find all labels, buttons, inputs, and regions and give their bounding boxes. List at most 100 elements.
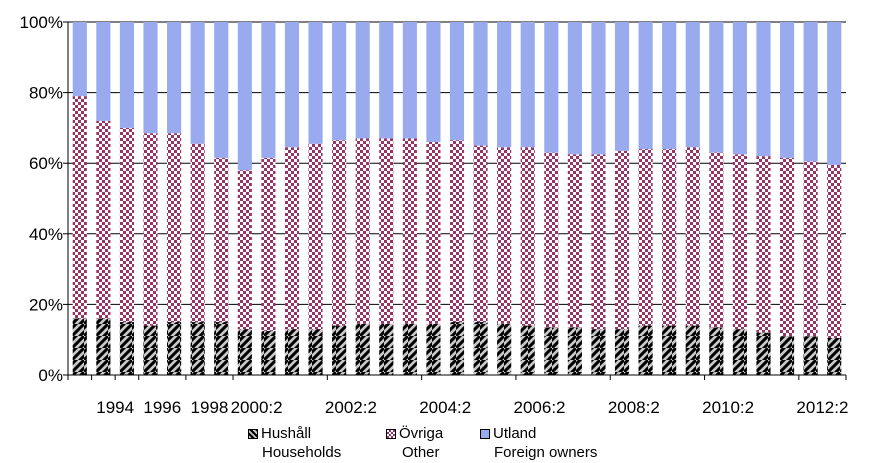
bar-households [662, 326, 676, 375]
bar-households [261, 331, 275, 375]
bar-other [639, 149, 653, 326]
bar-other [308, 144, 322, 329]
bar-households [308, 329, 322, 375]
bar-households [403, 324, 417, 375]
bar-other [450, 140, 464, 322]
bar-households [379, 324, 393, 375]
bar-other [686, 147, 700, 325]
y-tick-labels: 0%20%40%60%80%100% [20, 13, 63, 385]
bar-other [426, 142, 440, 324]
bar-other [214, 158, 228, 322]
bar-households [780, 336, 794, 375]
bar-foreign [426, 22, 440, 142]
bar-households [167, 322, 181, 375]
bar-households [450, 322, 464, 375]
bar-other [827, 165, 841, 338]
bar-foreign [827, 22, 841, 165]
bar-households [686, 326, 700, 375]
bar-foreign [238, 22, 252, 170]
bar-households [120, 322, 134, 375]
bar-other [356, 138, 370, 323]
legend-sublabel-households: Households [248, 443, 341, 462]
bar-other [591, 154, 605, 329]
bar-other [167, 133, 181, 322]
bar-other [804, 161, 818, 336]
bar-other [73, 96, 87, 318]
bar-households [474, 322, 488, 375]
x-tick-label: 2002:2 [325, 398, 377, 417]
x-tick-label: 2000:2 [231, 398, 283, 417]
legend-swatch-households [248, 429, 258, 439]
bar-foreign [521, 22, 535, 147]
bar-households [544, 327, 558, 375]
bar-households [285, 329, 299, 375]
bar-households [214, 322, 228, 375]
bar-households [709, 327, 723, 375]
x-tick-label: 1994 [96, 398, 134, 417]
bar-other [191, 144, 205, 322]
bar-foreign [804, 22, 818, 161]
legend-swatch-other [386, 429, 396, 439]
bar-households [238, 329, 252, 375]
bar-foreign [497, 22, 511, 147]
bar-foreign [756, 22, 770, 156]
bar-foreign [568, 22, 582, 154]
bar-households [96, 319, 110, 375]
bar-other [497, 147, 511, 324]
bar-foreign [639, 22, 653, 149]
bar-foreign [356, 22, 370, 138]
bar-foreign [261, 22, 275, 158]
bar-foreign [332, 22, 346, 140]
legend-item-other: Övriga Other [386, 424, 443, 462]
x-tick-label: 1996 [143, 398, 181, 417]
bar-foreign [214, 22, 228, 158]
bar-households [568, 327, 582, 375]
bar-households [756, 333, 770, 375]
bar-foreign [308, 22, 322, 144]
bar-other [96, 121, 110, 319]
y-tick-label: 60% [29, 154, 63, 173]
bar-households [426, 324, 440, 375]
legend-sublabel-other: Other [386, 443, 443, 462]
y-tick-label: 40% [29, 225, 63, 244]
y-tick-label: 20% [29, 295, 63, 314]
y-tick-label: 80% [29, 84, 63, 103]
stacked-bar-chart: 0% 20% 40% 60% 80% 100% 1994 1996 1998 2000:2 200… [0, 0, 870, 420]
bar-foreign [403, 22, 417, 138]
legend-label-other: Övriga [399, 424, 443, 443]
bar-other [143, 133, 157, 325]
legend: Hushåll Households Övriga Other Utland F… [0, 424, 870, 463]
bar-foreign [143, 22, 157, 133]
legend-item-foreign: Utland Foreign owners [480, 424, 597, 462]
bars [73, 22, 842, 375]
bar-foreign [285, 22, 299, 147]
bar-foreign [73, 22, 87, 96]
bar-households [733, 329, 747, 375]
bar-foreign [167, 22, 181, 133]
bar-other [756, 156, 770, 333]
bar-foreign [120, 22, 134, 128]
x-tick-label: 2008:2 [608, 398, 660, 417]
x-tick-labels: 1994 1996 1998 2000:2 2002:2 2004:2 2006:2 2008… [96, 398, 848, 417]
bar-households [332, 326, 346, 375]
legend-sublabel-foreign: Foreign owners [480, 443, 597, 462]
bar-households [804, 336, 818, 375]
bar-other [474, 146, 488, 322]
bar-households [73, 319, 87, 375]
bar-other [120, 128, 134, 322]
bar-foreign [733, 22, 747, 154]
bar-households [191, 322, 205, 375]
bar-other [379, 138, 393, 323]
bar-other [733, 154, 747, 329]
bar-other [568, 154, 582, 327]
bar-foreign [615, 22, 629, 151]
legend-label-foreign: Utland [493, 424, 536, 443]
bar-other [780, 158, 794, 336]
bar-foreign [450, 22, 464, 140]
bar-foreign [591, 22, 605, 154]
bar-households [521, 326, 535, 375]
bar-other [521, 147, 535, 325]
bar-households [615, 329, 629, 375]
bar-other [332, 140, 346, 325]
x-tick-label: 1998 [191, 398, 229, 417]
